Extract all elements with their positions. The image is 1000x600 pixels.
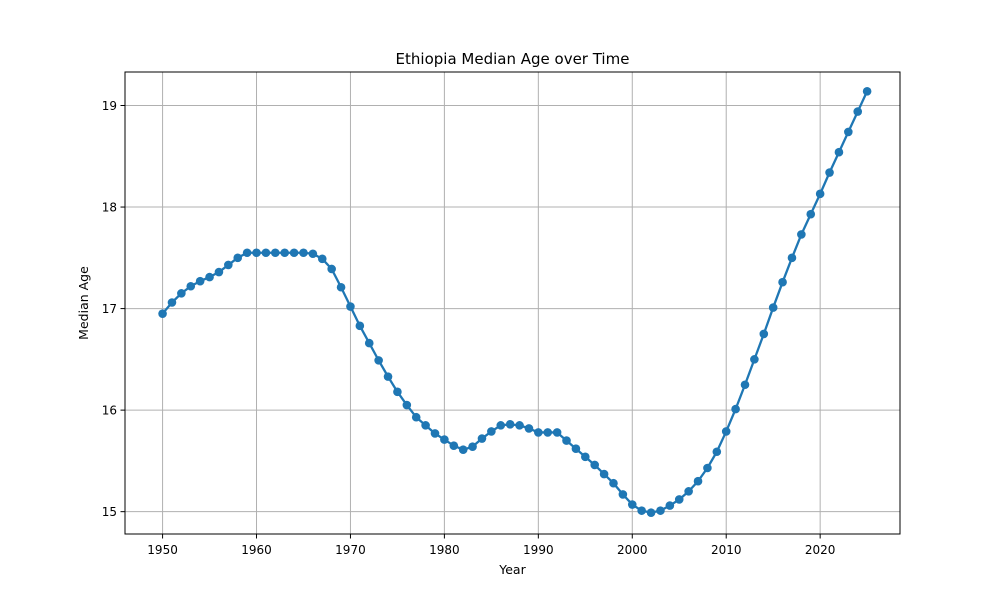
series-line: [161, 90, 869, 514]
data-point: [421, 421, 430, 430]
data-point: [862, 86, 872, 96]
data-point: [759, 329, 769, 339]
data-point: [844, 127, 853, 137]
y-axis-label: Median Age: [76, 266, 91, 340]
data-point: [158, 309, 167, 318]
data-point: [524, 424, 534, 433]
chart-title: Ethiopia Median Age over Time: [396, 50, 630, 68]
data-point: [233, 253, 243, 263]
data-point: [458, 445, 468, 455]
x-tick-label: 1980: [429, 543, 460, 557]
data-point: [515, 421, 524, 430]
data-point: [252, 248, 261, 258]
data-point: [825, 168, 834, 177]
data-point: [271, 248, 280, 258]
x-tick-label: 1970: [335, 543, 366, 557]
x-tick-label: 2010: [711, 543, 742, 557]
data-point: [393, 387, 402, 397]
data-point: [674, 495, 684, 504]
data-point: [590, 460, 599, 470]
series-layer: [158, 86, 872, 517]
data-point: [317, 254, 327, 264]
data-point: [214, 267, 224, 277]
data-point: [505, 420, 515, 429]
data-point: [355, 321, 365, 331]
data-point: [731, 404, 740, 414]
data-point: [552, 428, 562, 437]
data-point: [167, 298, 177, 307]
data-point: [195, 276, 205, 286]
data-point: [684, 487, 693, 496]
data-point: [346, 302, 355, 311]
data-point: [411, 412, 421, 422]
data-point: [261, 248, 271, 258]
y-tick-label: 16: [102, 404, 117, 418]
data-point: [383, 372, 393, 381]
data-point: [562, 436, 571, 445]
data-point: [496, 421, 506, 430]
data-point: [581, 452, 590, 462]
y-tick-label: 19: [102, 99, 117, 113]
data-point: [740, 380, 750, 390]
data-point: [440, 435, 449, 444]
y-tick-label: 15: [102, 505, 117, 519]
data-point: [177, 289, 186, 298]
data-point: [308, 249, 318, 259]
data-point: [487, 427, 496, 436]
data-point: [280, 248, 289, 258]
data-point: [599, 469, 609, 479]
data-point: [815, 189, 825, 199]
data-point: [768, 303, 778, 312]
data-point: [186, 281, 196, 291]
data-point: [468, 442, 477, 451]
data-point: [637, 506, 646, 515]
data-point: [797, 230, 806, 239]
data-point: [721, 427, 731, 436]
data-point: [374, 356, 383, 365]
data-point: [402, 400, 412, 410]
data-point: [712, 447, 722, 457]
data-point: [571, 444, 581, 454]
data-point: [618, 490, 628, 499]
x-tick-label: 1950: [147, 543, 178, 557]
data-point: [242, 248, 252, 258]
y-tick-label: 18: [102, 201, 117, 215]
data-point: [477, 434, 487, 443]
data-point: [703, 463, 712, 473]
data-point: [609, 478, 618, 488]
data-point: [336, 282, 346, 292]
data-point: [665, 501, 675, 510]
data-point: [364, 338, 374, 348]
x-axis-label: Year: [498, 562, 526, 577]
data-point: [778, 277, 787, 287]
data-point: [327, 264, 336, 274]
data-point: [646, 508, 656, 517]
tick-layer: 1950 1960 1970 1980 1990 2000 2010 2020 15 16 17 18…: [102, 99, 836, 557]
x-tick-label: 2000: [617, 543, 648, 557]
grid-layer: [125, 72, 900, 534]
data-point: [299, 248, 308, 258]
x-tick-label: 2020: [805, 543, 836, 557]
data-point: [806, 209, 816, 219]
x-tick-label: 1990: [523, 543, 554, 557]
data-point: [534, 428, 543, 437]
data-point: [693, 476, 703, 486]
plot-frame: [124, 71, 901, 535]
y-tick-label: 17: [102, 302, 117, 316]
data-point: [205, 272, 214, 282]
data-point: [656, 506, 665, 515]
data-point: [627, 500, 637, 509]
x-tick-label: 1960: [241, 543, 272, 557]
data-point: [834, 147, 844, 157]
data-point: [430, 429, 440, 438]
data-point: [787, 253, 797, 263]
data-point: [543, 428, 553, 437]
data-point: [750, 355, 759, 364]
data-point: [853, 107, 863, 116]
data-point: [289, 248, 299, 258]
data-point: [224, 260, 233, 270]
data-point: [449, 441, 459, 450]
